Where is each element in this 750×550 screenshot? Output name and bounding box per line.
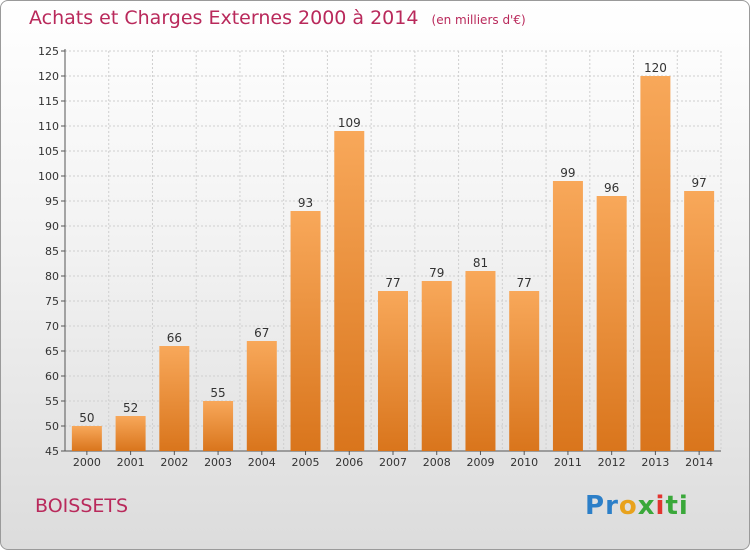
y-tick-label: 120: [38, 70, 59, 83]
bar: [421, 281, 452, 451]
chart-title-text: Achats et Charges Externes 2000 à 2014: [29, 7, 419, 29]
data-label: 99: [560, 166, 575, 180]
data-label: 97: [691, 176, 706, 190]
place-name: BOISSETS: [35, 495, 129, 517]
bar: [596, 196, 627, 451]
x-tick-label: 2000: [73, 456, 101, 469]
data-label: 52: [123, 401, 138, 415]
y-tick-label: 105: [38, 145, 59, 158]
bar: [378, 291, 408, 451]
bars: [71, 76, 715, 451]
chart-unit: (en milliers d'€): [431, 13, 526, 27]
x-tick-label: 2007: [379, 456, 407, 469]
data-label: 50: [79, 411, 94, 425]
x-tick-label: 2009: [466, 456, 494, 469]
y-tick-label: 70: [45, 320, 59, 333]
x-tick-label: 2008: [423, 456, 451, 469]
y-tick-label: 115: [38, 95, 59, 108]
y-tick-label: 50: [45, 420, 59, 433]
y-tick-label: 75: [45, 295, 59, 308]
bar: [159, 346, 190, 451]
logo-letter: P: [585, 491, 606, 521]
x-tick-label: 2004: [248, 456, 276, 469]
x-tick-label: 2002: [160, 456, 188, 469]
data-label: 93: [298, 196, 313, 210]
y-tick-label: 85: [45, 245, 59, 258]
data-labels: 50 52 66 55 67 93 109 77 79 81 77 99 96 120 97: [79, 61, 707, 425]
bar: [684, 191, 715, 451]
x-tick-label: 2006: [335, 456, 363, 469]
x-tick-label: 2003: [204, 456, 232, 469]
y-tick-label: 45: [45, 445, 59, 458]
data-label: 81: [473, 256, 488, 270]
bar: [71, 426, 102, 451]
y-tick-label: 60: [45, 370, 59, 383]
data-label: 96: [604, 181, 619, 195]
bar: [640, 76, 671, 451]
x-tick-label: 2012: [598, 456, 626, 469]
proxiti-logo: Proxiti: [585, 491, 689, 521]
bar: [552, 181, 583, 451]
x-tick-label: 2014: [685, 456, 713, 469]
x-tick-label: 2011: [554, 456, 582, 469]
bar: [290, 211, 321, 451]
data-label: 67: [254, 326, 269, 340]
y-tick-label: 55: [45, 395, 59, 408]
bar: [246, 341, 277, 451]
data-label: 77: [517, 276, 532, 290]
y-tick-label: 95: [45, 195, 59, 208]
data-label: 66: [167, 331, 182, 345]
logo-letter: o: [618, 491, 638, 521]
bar: [203, 401, 234, 451]
y-tick-label: 90: [45, 220, 59, 233]
x-tick-label: 2013: [641, 456, 669, 469]
x-tick-label: 2010: [510, 456, 538, 469]
y-tick-label: 100: [38, 170, 59, 183]
bar: [509, 291, 540, 451]
data-label: 120: [644, 61, 667, 75]
bar: [334, 131, 365, 451]
logo-letter: r: [605, 491, 619, 521]
data-label: 55: [210, 386, 225, 400]
bar: [465, 271, 496, 451]
logo-letter: x: [637, 491, 656, 521]
y-tick-label: 65: [45, 345, 59, 358]
x-tick-label: 2005: [292, 456, 320, 469]
data-label: 79: [429, 266, 444, 280]
data-label: 77: [385, 276, 400, 290]
y-tick-label: 110: [38, 120, 59, 133]
bar: [115, 416, 146, 451]
y-tick-label: 80: [45, 270, 59, 283]
data-label: 109: [338, 116, 361, 130]
chart-title: Achats et Charges Externes 2000 à 2014 (…: [29, 7, 526, 29]
logo-letter: ti: [665, 491, 689, 521]
tick-labels: 45 50 55 60 65 70 75 80 85 90 95 100 105 110 115 120 125…: [38, 45, 713, 469]
x-tick-label: 2001: [117, 456, 145, 469]
logo-letter: i: [655, 491, 666, 521]
y-tick-label: 125: [38, 45, 59, 58]
